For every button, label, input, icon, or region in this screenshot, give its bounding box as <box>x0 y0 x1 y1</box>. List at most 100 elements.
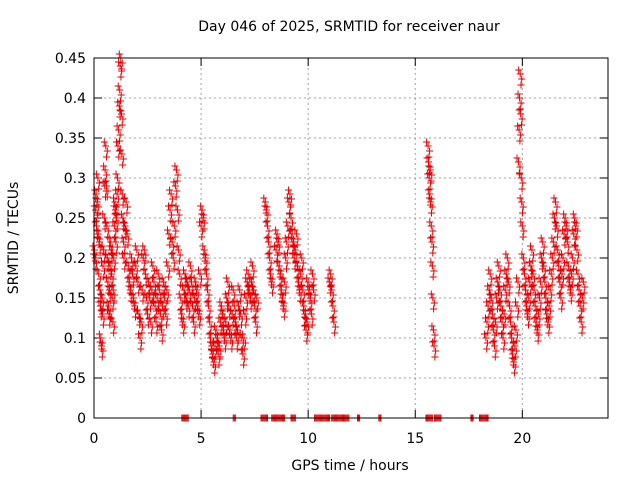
data-point <box>173 177 181 185</box>
data-point <box>111 291 119 299</box>
data-point <box>514 158 522 166</box>
data-point <box>159 302 167 310</box>
data-point <box>560 265 568 273</box>
data-point <box>494 278 502 286</box>
data-point <box>253 294 261 302</box>
data-point <box>123 227 131 235</box>
data-point <box>200 225 208 233</box>
data-point <box>136 315 144 323</box>
data-point <box>511 298 519 306</box>
data-point <box>539 259 547 267</box>
data-point <box>525 258 533 266</box>
data-point <box>484 329 492 337</box>
data-point <box>554 227 562 235</box>
data-point <box>297 270 305 278</box>
data-point <box>553 233 561 241</box>
data-point <box>578 274 586 282</box>
data-point <box>545 329 553 337</box>
data-point <box>505 259 513 267</box>
data-point <box>520 227 528 235</box>
data-point <box>536 315 544 323</box>
data-point <box>168 211 176 219</box>
data-point <box>172 166 180 174</box>
data-point <box>537 234 545 242</box>
data-point <box>201 254 209 262</box>
data-point <box>559 281 567 289</box>
data-point <box>118 190 126 198</box>
data-point <box>193 286 201 294</box>
data-point <box>488 322 496 330</box>
data-point <box>105 302 113 310</box>
data-point <box>172 202 180 210</box>
data-point <box>115 137 123 145</box>
data-point <box>127 266 135 274</box>
data-point <box>263 234 271 242</box>
data-point <box>579 305 587 313</box>
data-point <box>547 307 555 315</box>
data-point <box>206 307 214 315</box>
data-point <box>162 258 170 266</box>
data-point <box>305 323 313 331</box>
data-point <box>135 330 143 338</box>
data-point <box>483 345 491 353</box>
data-point <box>427 209 435 217</box>
data-point <box>280 250 288 258</box>
data-point <box>121 194 129 202</box>
data-point <box>283 238 291 246</box>
data-point <box>515 66 523 74</box>
data-point <box>103 306 111 314</box>
data-point <box>288 234 296 242</box>
data-point <box>146 305 154 313</box>
data-point <box>299 306 307 314</box>
data-point <box>521 259 529 267</box>
data-point <box>526 278 534 286</box>
data-point <box>278 298 286 306</box>
data-point <box>227 306 235 314</box>
data-point <box>512 353 520 361</box>
data-point <box>302 315 310 323</box>
data-point <box>109 286 117 294</box>
x-tick-label: 15 <box>406 431 424 447</box>
data-point <box>563 238 571 246</box>
data-point <box>545 282 553 290</box>
data-point <box>217 347 225 355</box>
data-point <box>569 210 577 218</box>
data-point <box>311 291 319 299</box>
data-point <box>569 254 577 262</box>
data-point <box>216 353 224 361</box>
data-point <box>92 194 100 202</box>
data-point <box>249 273 257 281</box>
data-point <box>228 310 236 318</box>
data-point <box>196 315 204 323</box>
data-point <box>115 126 123 134</box>
data-point <box>105 310 113 318</box>
data-point <box>95 179 103 187</box>
data-point <box>193 306 201 314</box>
data-point <box>246 294 254 302</box>
data-point <box>180 323 188 331</box>
data-point <box>198 275 206 283</box>
data-point <box>430 305 438 313</box>
data-point <box>296 250 304 258</box>
data-point <box>490 314 498 322</box>
data-point <box>282 265 290 273</box>
data-point <box>325 266 333 274</box>
y-tick-label: 0.35 <box>55 131 86 147</box>
data-point <box>498 330 506 338</box>
data-point <box>542 294 550 302</box>
data-point <box>541 267 549 275</box>
data-point <box>571 241 579 249</box>
data-point <box>424 186 432 194</box>
data-point <box>191 282 199 290</box>
data-point <box>490 342 498 350</box>
data-point <box>141 270 149 278</box>
data-point <box>195 266 203 274</box>
data-point <box>546 266 554 274</box>
data-point <box>501 321 509 329</box>
data-point <box>563 258 571 266</box>
data-point <box>483 339 491 347</box>
data-point <box>117 97 124 105</box>
data-point <box>100 299 108 307</box>
data-point <box>117 210 125 218</box>
data-point <box>206 318 214 326</box>
